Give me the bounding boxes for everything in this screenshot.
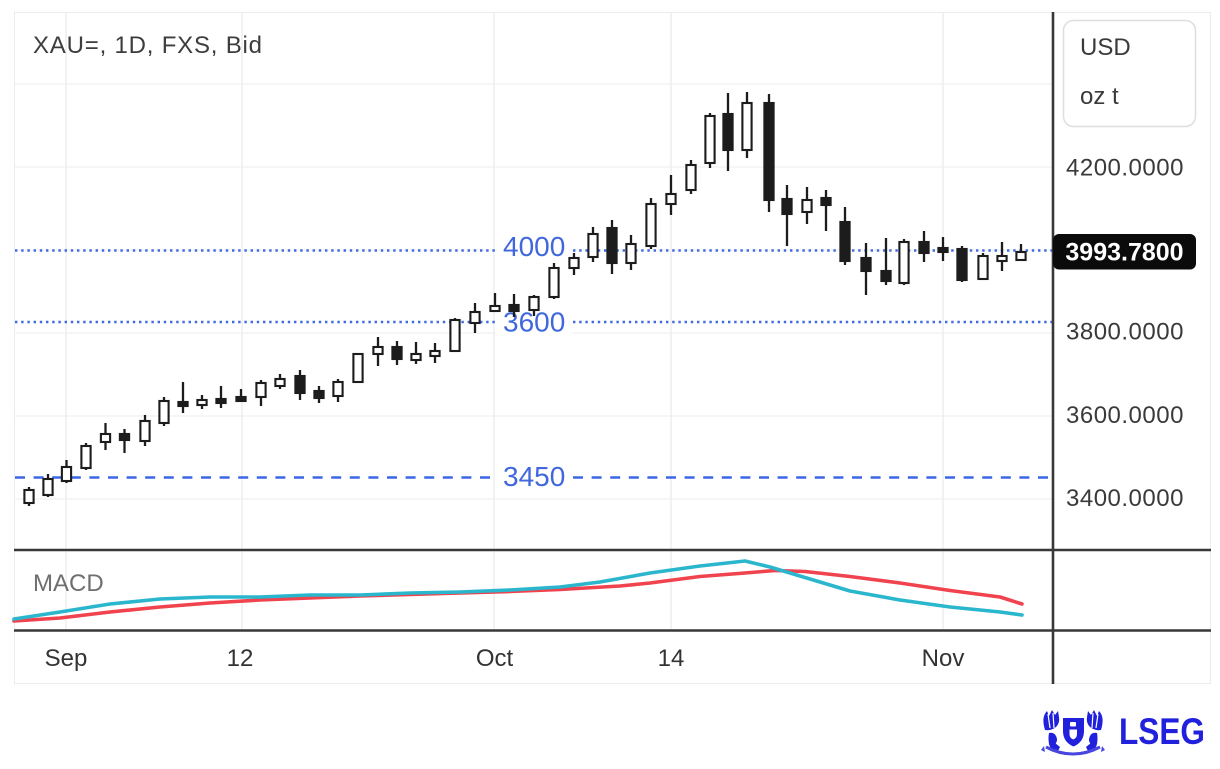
svg-text:Oct: Oct [476,645,514,672]
svg-text:14: 14 [658,645,685,672]
svg-text:USD: USD [1080,34,1131,61]
svg-text:3400.0000: 3400.0000 [1066,485,1184,512]
svg-text:3600.0000: 3600.0000 [1066,402,1184,429]
svg-text:LSEG: LSEG [1119,711,1205,752]
svg-text:Sep: Sep [45,645,88,672]
svg-text:MACD: MACD [33,570,104,597]
svg-text:3800.0000: 3800.0000 [1066,319,1184,346]
svg-text:3450: 3450 [503,461,565,492]
svg-text:3993.7800: 3993.7800 [1065,239,1183,267]
svg-text:XAU=, 1D, FXS, Bid: XAU=, 1D, FXS, Bid [33,32,263,59]
svg-text:4000: 4000 [503,231,565,262]
svg-text:12: 12 [227,645,254,672]
svg-text:4200.0000: 4200.0000 [1066,155,1184,182]
svg-text:oz t: oz t [1080,83,1119,110]
svg-text:Nov: Nov [922,645,965,672]
